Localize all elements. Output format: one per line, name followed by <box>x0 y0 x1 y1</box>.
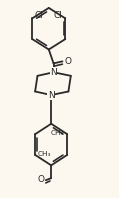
Text: Cl: Cl <box>53 11 62 20</box>
Text: O: O <box>37 175 44 184</box>
Text: N: N <box>50 68 57 77</box>
Text: O: O <box>64 57 71 66</box>
Text: CH₃: CH₃ <box>38 151 51 157</box>
Text: N: N <box>48 90 55 100</box>
Text: CH₃: CH₃ <box>51 130 64 136</box>
Text: Cl: Cl <box>34 11 43 20</box>
